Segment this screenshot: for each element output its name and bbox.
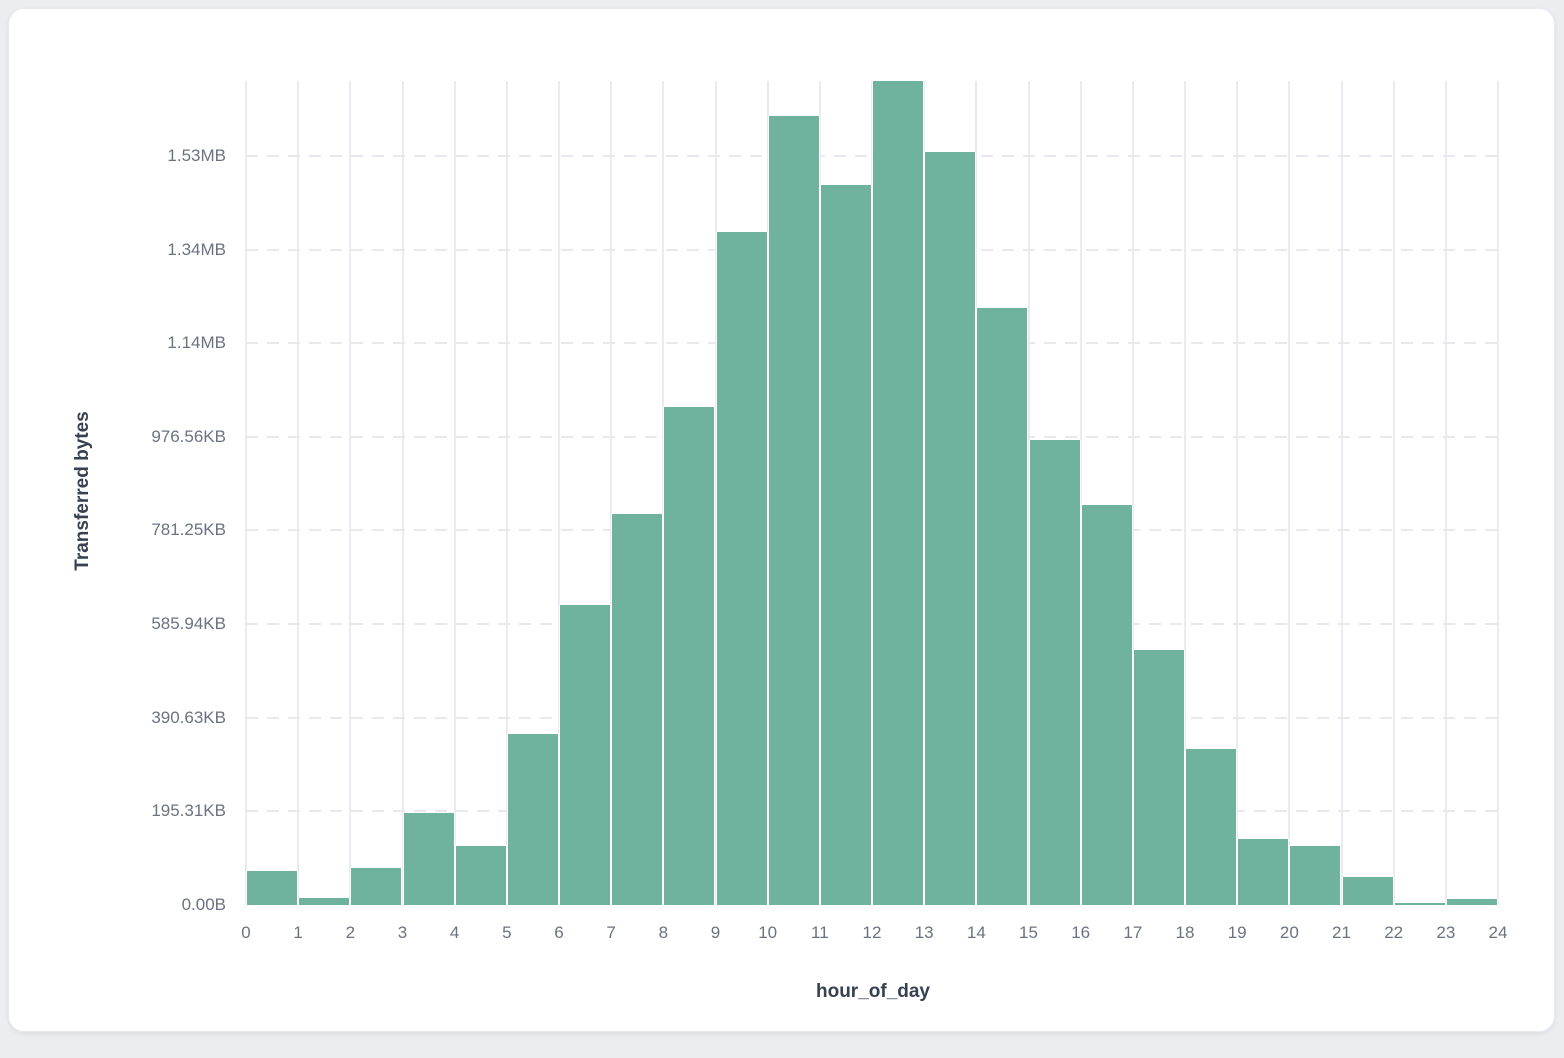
bar-hour-0[interactable] (246, 871, 299, 905)
x-tick-label: 5 (502, 923, 512, 942)
bar-hour-4[interactable] (454, 846, 507, 905)
gridline-vertical (1288, 81, 1291, 905)
y-tick-label: 1.14MB (167, 333, 226, 353)
chart-card: Transferred bytes hour_of_day 0.00B 195.3… (8, 8, 1555, 1032)
bar-hour-3[interactable] (402, 813, 455, 905)
x-tick-label: 14 (966, 923, 986, 942)
bar-hour-11[interactable] (819, 184, 872, 905)
y-tick-label: 390.63KB (151, 707, 226, 727)
bar-hour-1[interactable] (298, 897, 351, 905)
y-tick-label: 0.00B (181, 895, 226, 914)
gridline-vertical (297, 81, 300, 905)
gridline-vertical (1131, 81, 1134, 905)
bar-hour-10[interactable] (767, 116, 820, 905)
x-tick-label: 3 (397, 923, 408, 942)
x-tick-label: 20 (1279, 923, 1299, 942)
y-tick-label: 585.94KB (151, 614, 226, 634)
x-tick-label: 10 (758, 923, 778, 942)
bar-hour-21[interactable] (1341, 877, 1394, 905)
x-tick-label: 16 (1071, 923, 1091, 942)
x-tick-label: 4 (449, 923, 460, 942)
y-tick-label: 1.53MB (167, 145, 226, 165)
bar-hour-17[interactable] (1132, 650, 1185, 905)
bar-hour-19[interactable] (1237, 839, 1290, 905)
gridline-vertical (1340, 81, 1343, 905)
gridline-vertical (1444, 81, 1447, 905)
bar-hour-16[interactable] (1080, 505, 1133, 905)
x-tick-label: 15 (1019, 923, 1038, 942)
gridline-vertical (505, 81, 508, 905)
bar-hour-7[interactable] (611, 513, 664, 905)
bar-hour-12[interactable] (872, 81, 925, 905)
x-tick-label: 18 (1175, 923, 1195, 942)
x-tick-label: 0 (241, 923, 251, 942)
x-tick-label: 21 (1332, 923, 1351, 942)
bar-hour-8[interactable] (663, 406, 716, 905)
bar-hour-23[interactable] (1445, 899, 1498, 905)
bar-hour-15[interactable] (1028, 439, 1081, 905)
y-tick-label: 781.25KB (151, 520, 226, 540)
x-tick-label: 1 (293, 923, 303, 942)
bar-hour-22[interactable] (1393, 902, 1446, 905)
x-tick-label: 22 (1384, 923, 1404, 942)
bar-hour-13[interactable] (924, 151, 977, 905)
gridline-vertical (558, 81, 560, 905)
bar-hour-2[interactable] (350, 868, 403, 905)
bar-hour-6[interactable] (559, 605, 612, 905)
x-axis-title: hour_of_day (815, 981, 931, 1002)
y-tick-label: 1.34MB (167, 239, 226, 259)
x-tick-label: 2 (345, 923, 356, 942)
x-tick-label: 9 (710, 923, 721, 942)
x-tick-label: 23 (1436, 923, 1456, 942)
gridline-vertical (1079, 81, 1082, 905)
bar-hour-9[interactable] (715, 231, 768, 905)
gridline-vertical (1497, 81, 1499, 905)
x-tick-label: 6 (554, 923, 564, 942)
bar-hour-5[interactable] (506, 734, 559, 905)
bar-hour-18[interactable] (1185, 749, 1238, 905)
gridline-vertical (401, 81, 404, 905)
x-tick-label: 8 (658, 923, 669, 942)
gridline-vertical (349, 81, 352, 905)
y-tick-label: 976.56KB (151, 426, 226, 446)
gridline-vertical (1392, 81, 1395, 905)
gridline-vertical (1184, 81, 1186, 905)
gridline-vertical (1236, 81, 1239, 905)
bar-hour-20[interactable] (1289, 846, 1342, 905)
x-tick-label: 7 (606, 923, 616, 942)
y-tick-label: 195.31KB (151, 801, 226, 821)
x-tick-label: 11 (811, 923, 829, 942)
bar-hour-14[interactable] (976, 307, 1029, 905)
x-tick-label: 12 (862, 923, 882, 942)
gridline-vertical (610, 81, 613, 905)
x-tick-label: 17 (1123, 923, 1143, 942)
plot-area (245, 81, 1499, 905)
x-tick-label: 19 (1227, 923, 1247, 942)
x-tick-label: 13 (914, 923, 934, 942)
gridline-vertical (245, 81, 247, 905)
gridline-vertical (453, 81, 456, 905)
x-tick-label: 24 (1488, 923, 1508, 942)
